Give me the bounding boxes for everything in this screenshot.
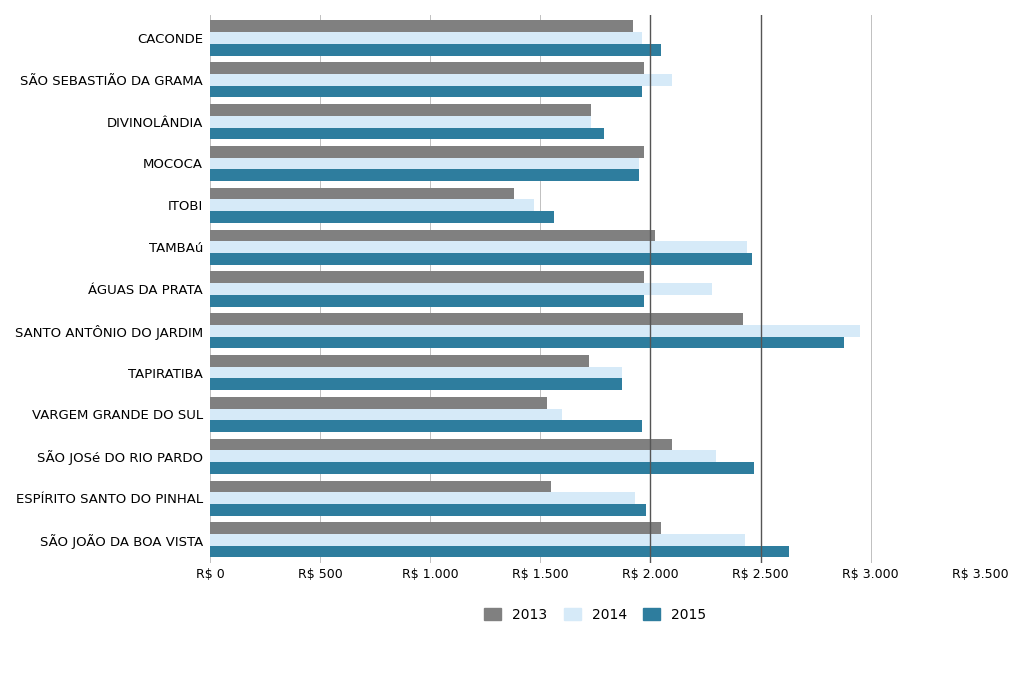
Bar bbox=[210, 480, 551, 492]
Bar bbox=[210, 253, 752, 265]
Bar bbox=[210, 367, 622, 378]
Bar bbox=[210, 522, 662, 534]
Bar bbox=[210, 378, 622, 390]
Bar bbox=[210, 439, 673, 451]
Bar bbox=[210, 504, 646, 515]
Bar bbox=[210, 336, 844, 348]
Legend: 2013, 2014, 2015: 2013, 2014, 2015 bbox=[479, 602, 712, 627]
Bar bbox=[210, 169, 639, 181]
Bar bbox=[210, 188, 514, 200]
Bar bbox=[210, 21, 633, 32]
Bar bbox=[210, 44, 662, 56]
Bar bbox=[210, 86, 642, 98]
Bar bbox=[210, 313, 742, 325]
Bar bbox=[210, 158, 639, 169]
Bar bbox=[210, 534, 745, 546]
Bar bbox=[210, 295, 644, 307]
Bar bbox=[210, 62, 644, 74]
Bar bbox=[210, 241, 748, 253]
Bar bbox=[210, 283, 712, 295]
Bar bbox=[210, 355, 589, 367]
Bar bbox=[210, 397, 547, 409]
Bar bbox=[210, 492, 635, 504]
Bar bbox=[210, 546, 790, 557]
Bar bbox=[210, 462, 754, 474]
Bar bbox=[210, 104, 591, 116]
Bar bbox=[210, 325, 859, 336]
Bar bbox=[210, 146, 644, 158]
Bar bbox=[210, 230, 654, 241]
Bar bbox=[210, 211, 554, 223]
Bar bbox=[210, 127, 604, 139]
Bar bbox=[210, 420, 642, 432]
Bar bbox=[210, 409, 562, 420]
Bar bbox=[210, 32, 642, 44]
Bar bbox=[210, 451, 717, 462]
Bar bbox=[210, 200, 534, 211]
Bar bbox=[210, 271, 644, 283]
Bar bbox=[210, 74, 673, 86]
Bar bbox=[210, 116, 591, 127]
